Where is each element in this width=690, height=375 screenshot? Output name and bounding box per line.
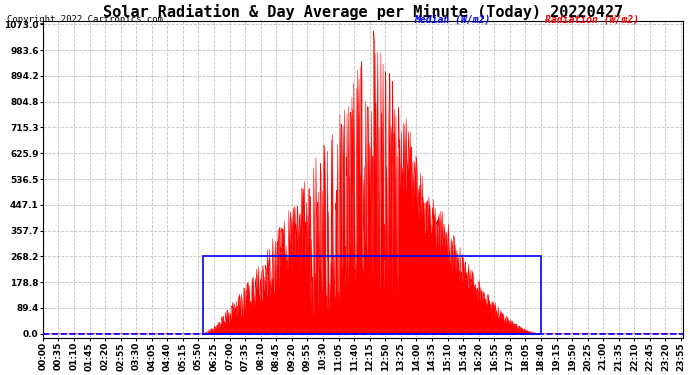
Title: Solar Radiation & Day Average per Minute (Today) 20220427: Solar Radiation & Day Average per Minute…	[103, 4, 623, 20]
Text: Median (W/m2): Median (W/m2)	[414, 15, 491, 25]
Text: Copyright 2022 Cartronics.com: Copyright 2022 Cartronics.com	[7, 15, 163, 24]
Text: Radiation (W/m2): Radiation (W/m2)	[545, 15, 639, 25]
Bar	[203, 256, 541, 334]
